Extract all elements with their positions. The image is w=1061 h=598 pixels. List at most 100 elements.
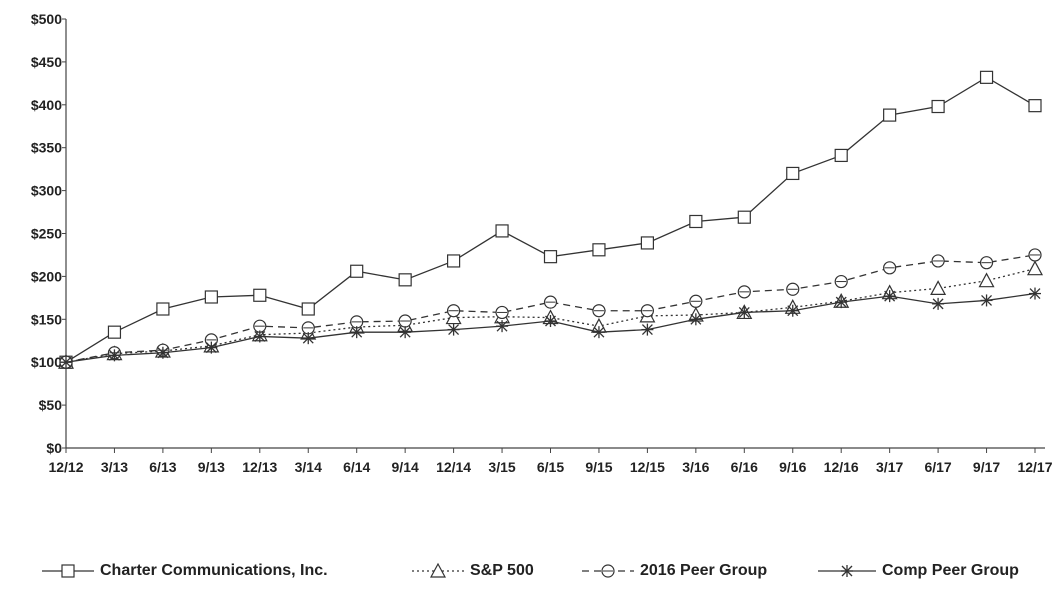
x-tick-label: 12/12 [48, 459, 83, 475]
series-comp-peer-point [447, 323, 460, 336]
series-comp-peer-point-d2 [448, 324, 460, 336]
x-tick-label: 6/13 [149, 459, 176, 475]
y-tick-label: $450 [31, 54, 62, 70]
x-tick-label: 3/14 [295, 459, 322, 475]
series-charter-point [979, 70, 994, 84]
series-charter-point [689, 214, 703, 229]
x-tick-label: 6/16 [731, 459, 758, 475]
series-comp-peer-point [205, 341, 218, 354]
series-comp-peer-point-d2 [641, 324, 653, 336]
legend-item-charter: Charter Communications, Inc. [40, 556, 328, 586]
x-tick-label: 6/15 [537, 459, 564, 475]
series-charter-point [786, 166, 800, 181]
series-2016-peer-point [640, 304, 655, 318]
series-comp-peer-point [592, 326, 605, 339]
series-charter-point [204, 290, 218, 304]
series-charter-point [253, 288, 267, 302]
y-tick-label: $500 [31, 11, 62, 27]
series-comp-peer-point-d2 [254, 331, 266, 342]
series-comp-peer-point [544, 315, 557, 328]
series-comp-peer-point [496, 320, 509, 333]
series-comp-peer-point-d2 [835, 296, 847, 308]
y-tick-label: $100 [31, 354, 62, 370]
x-tick-label: 12/17 [1017, 459, 1052, 475]
series-charter-point [156, 302, 170, 316]
y-tick-label: $250 [31, 226, 62, 242]
series-comp-peer-point [156, 346, 169, 359]
legend-swatch-comp-peer [818, 565, 876, 577]
y-tick-label: $150 [31, 311, 62, 327]
series-comp-peer-point-d2 [981, 294, 993, 306]
series-charter-point [301, 302, 315, 316]
series-comp-peer-point-d2 [205, 342, 217, 354]
series-comp-peer-point-d2 [593, 326, 605, 338]
legend-label-sp500: S&P 500 [470, 562, 534, 579]
series-comp-peer-point [108, 349, 121, 362]
legend-item-comp-peer: Comp Peer Group [816, 556, 1019, 586]
series-2016-peer-point [398, 314, 412, 328]
series-comp-peer-point [786, 304, 799, 317]
series-comp-peer-point [689, 313, 702, 326]
series-charter-point [447, 254, 461, 268]
series-comp-peer-point [399, 326, 412, 339]
series-2016-peer-point [543, 295, 558, 309]
series-2016-peer-point [834, 274, 848, 289]
x-tick-label: 3/17 [876, 459, 903, 475]
series-comp-peer-point-d2 [496, 320, 508, 332]
legend-label-comp-peer: Comp Peer Group [882, 562, 1019, 579]
legend-swatch-2016-peer [582, 564, 634, 578]
series-sp500-point [930, 280, 947, 296]
x-tick-label: 3/16 [682, 459, 709, 475]
legend-item-sp500: S&P 500 [410, 556, 534, 586]
series-comp-peer-point [253, 330, 266, 343]
series-2016-peer-point [447, 304, 461, 318]
x-tick-label: 9/16 [779, 459, 806, 475]
series-comp-peer-point [641, 323, 654, 336]
series-charter-point [931, 99, 945, 114]
x-tick-label: 9/13 [198, 459, 225, 475]
series-2016-peer-point [350, 315, 364, 329]
series-comp-peer-point-d2 [932, 298, 944, 310]
series-comp-peer-point-d2 [302, 332, 314, 344]
series-2016-peer-point [737, 285, 751, 299]
legend-label-2016-peer: 2016 Peer Group [640, 562, 768, 579]
series-comp-peer-point-d2 [1029, 288, 1041, 300]
x-tick-label: 12/14 [436, 459, 471, 475]
series-comp-peer-point-d2 [60, 356, 72, 368]
series-2016-peer-point [979, 256, 994, 270]
series-charter-point [834, 148, 848, 163]
series-charter-point [592, 243, 606, 257]
series-2016-peer-point [1028, 248, 1042, 262]
series-comp-peer-point-d2 [884, 290, 896, 302]
series-comp-peer-point [302, 332, 315, 345]
series-2016-peer-point [495, 305, 509, 320]
series-sp500-point [978, 272, 995, 288]
series-comp-peer-point-d2 [787, 305, 799, 317]
series-comp-peer-point-d2 [108, 349, 120, 361]
series-comp-peer-point [1029, 287, 1041, 300]
series-charter-point [543, 250, 558, 264]
series-comp-peer-point-d2 [157, 347, 169, 359]
legend-item-2016-peer: 2016 Peer Group [580, 556, 767, 586]
x-tick-label: 9/14 [392, 459, 419, 475]
series-comp-peer-point-d2 [545, 315, 556, 327]
x-tick-label: 6/14 [343, 459, 370, 475]
series-charter-point [350, 264, 364, 278]
series-2016-peer-point [301, 321, 315, 335]
x-tick-label: 9/15 [585, 459, 612, 475]
series-charter-point [640, 236, 655, 250]
series-comp-peer-point-d2 [399, 326, 411, 338]
series-comp-peer-point [883, 290, 896, 303]
series-2016-peer-point [883, 261, 897, 275]
series-comp-peer-point [738, 306, 751, 319]
series-2016-peer-point [592, 304, 606, 318]
series-2016-peer-point [931, 254, 945, 268]
y-tick-label: $50 [39, 397, 63, 413]
legend-swatch-sp500 [412, 562, 464, 578]
series-comp-peer-point [932, 297, 945, 310]
chart-legend: Charter Communications, Inc. S&P 500 201… [0, 556, 1061, 586]
y-tick-label: $350 [31, 140, 62, 156]
series-2016-peer-point [253, 319, 267, 333]
series-comp-peer-point [60, 356, 72, 369]
